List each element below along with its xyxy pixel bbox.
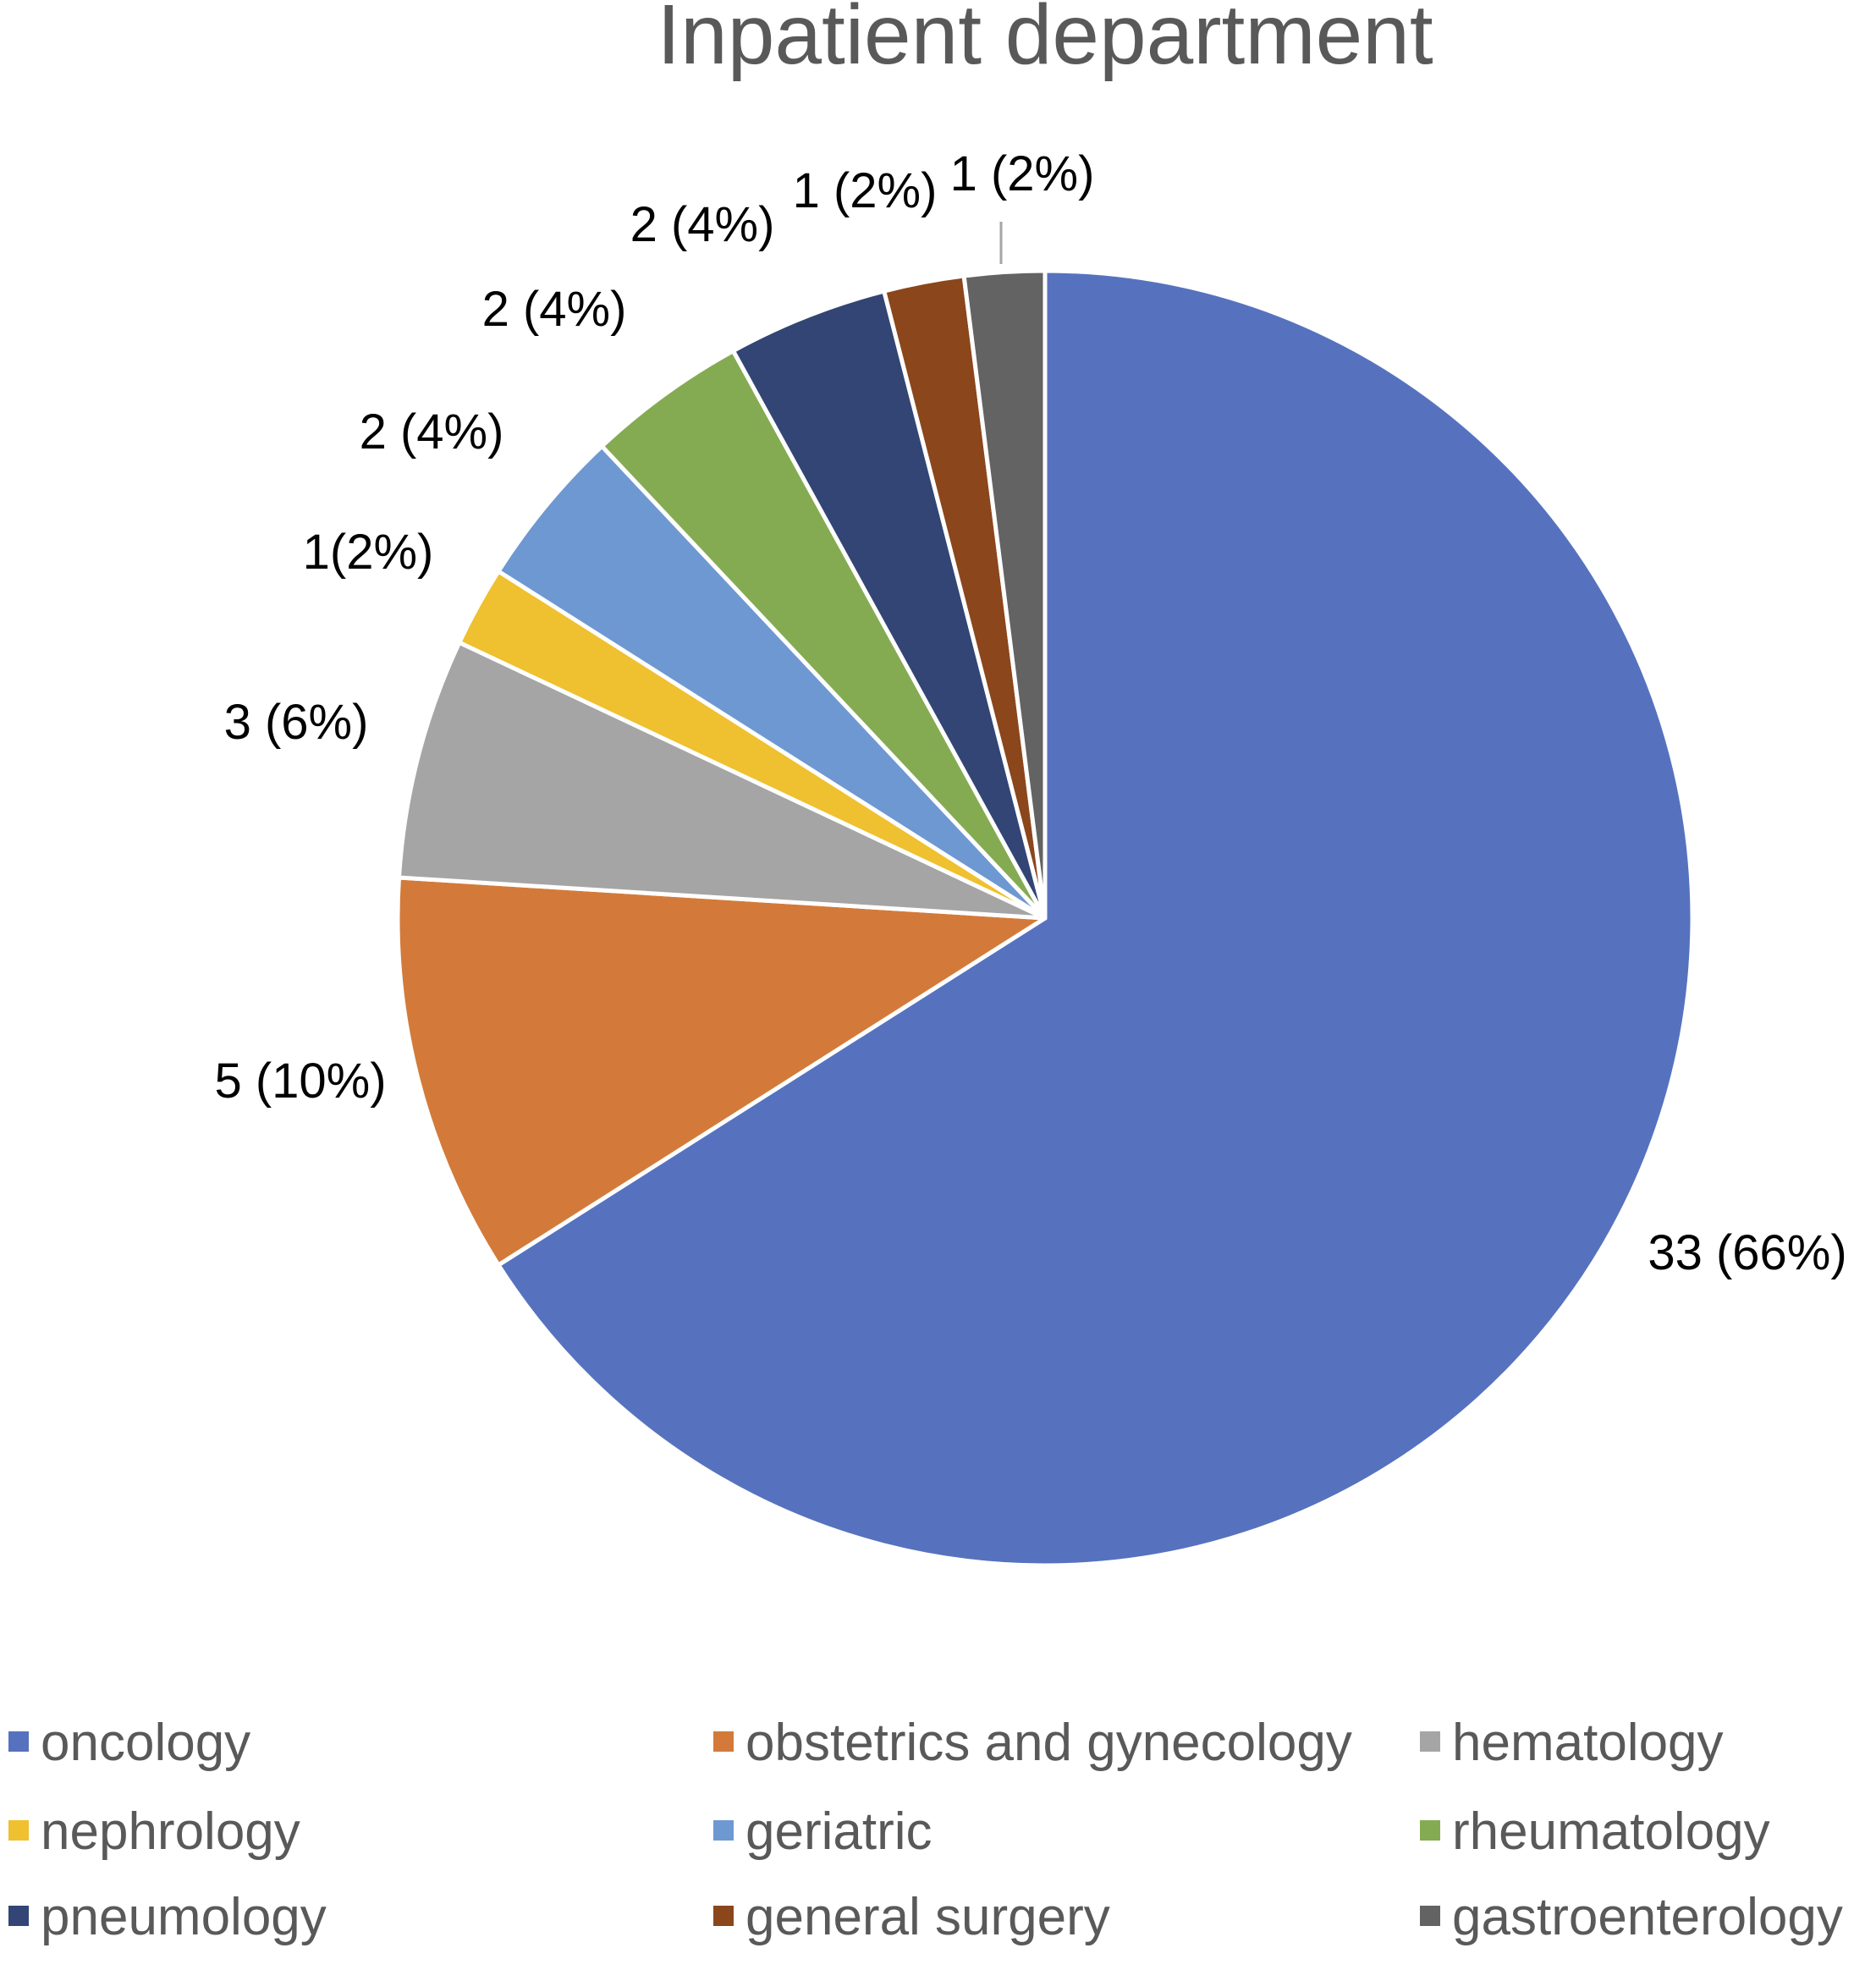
data-label-pneumology: 2 (4%) [630,197,775,252]
legend-swatch-oncology [8,1731,29,1752]
data-label-rheumatology: 2 (4%) [482,282,627,337]
legend-label-general-surgery: general surgery [745,1888,1110,1946]
legend-label-rheumatology: rheumatology [1452,1802,1770,1861]
slice-pneumology [730,289,1048,921]
data-label-oncology: 33 (66%) [1648,1225,1846,1280]
legend-swatch-gastroenterology [1420,1906,1440,1926]
slice-obstetrics-and-gynecology [395,875,1048,1268]
data-label-hematology: 3 (6%) [224,695,369,750]
legend-label-geriatric: geriatric [745,1802,932,1861]
slice-geriatric [496,443,1048,921]
data-label-general-surgery: 1 (2%) [793,163,938,218]
data-label-geriatric: 2 (4%) [360,404,504,459]
legend-swatch-rheumatology [1420,1820,1440,1841]
legend-swatch-obstetrics-and-gynecology [713,1731,734,1752]
slice-hematology [397,640,1048,921]
legend-swatch-geriatric [713,1820,734,1841]
slice-oncology [496,268,1695,1568]
legend-swatch-general-surgery [713,1906,734,1926]
legend-label-gastroenterology: gastroenterology [1452,1888,1843,1946]
legend-label-obstetrics-and-gynecology: obstetrics and gynecology [745,1714,1352,1772]
data-labels: 33 (66%)5 (10%)3 (6%)1(2%)2 (4%)2 (4%)2 … [214,146,1846,1280]
pie-slices [395,268,1695,1568]
legend-label-nephrology: nephrology [41,1802,300,1861]
legend-swatch-hematology [1420,1731,1440,1752]
legend-label-hematology: hematology [1452,1714,1724,1772]
legend-label-oncology: oncology [41,1714,250,1772]
data-label-gastroenterology: 1 (2%) [950,146,1095,201]
slice-gastroenterology [961,268,1048,921]
slice-rheumatology [599,349,1048,921]
legend-swatch-pneumology [8,1906,29,1926]
legend: oncology obstetrics and gynecology hematol… [8,1714,1843,1946]
legend-label-pneumology: pneumology [41,1888,327,1946]
data-label-nephrology: 1(2%) [303,525,434,580]
data-label-obstetrics-and-gynecology: 5 (10%) [214,1054,386,1109]
legend-swatch-nephrology [8,1820,29,1841]
chart-title: Inpatient department [657,0,1433,82]
